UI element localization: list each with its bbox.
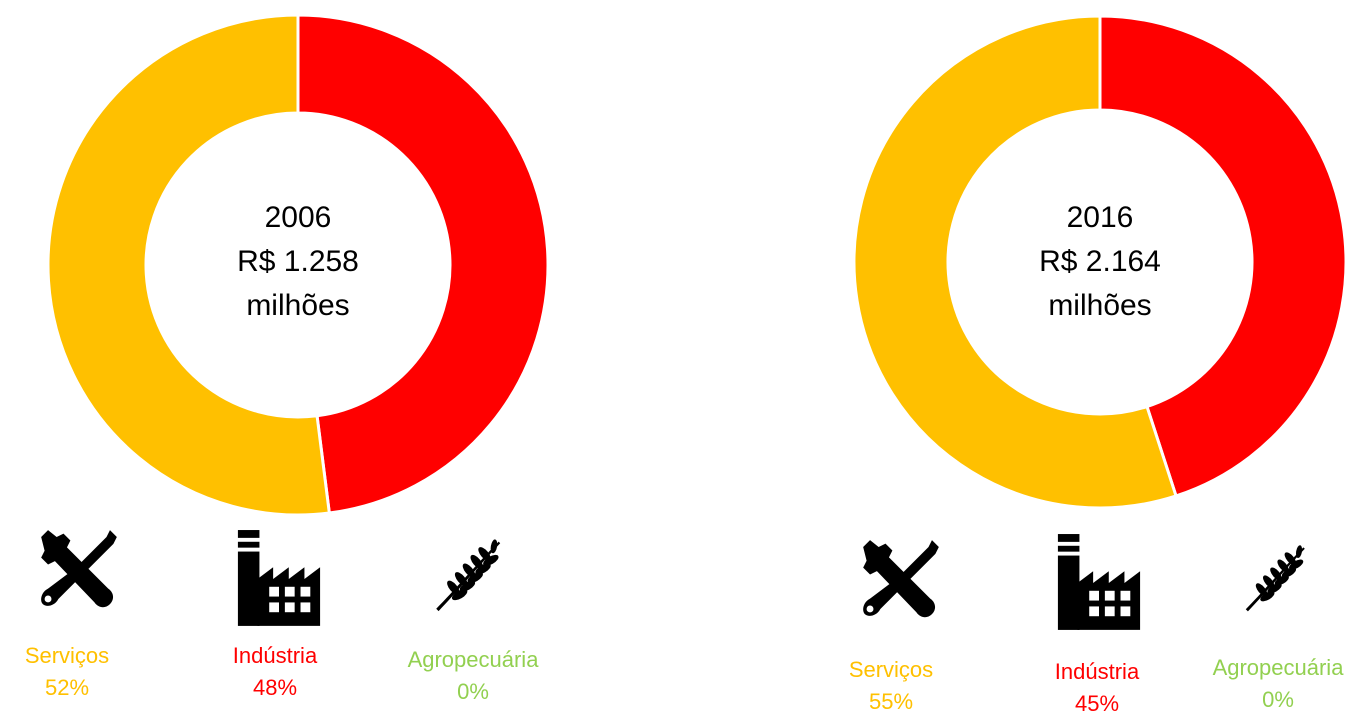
donut-panel-2006: 2006 R$ 1.258 milhões Serviços 52% Indús… bbox=[0, 0, 680, 713]
legend-agropecuaria: Agropecuária 0% bbox=[393, 644, 553, 708]
legend-servicos: Serviços 55% bbox=[826, 654, 956, 718]
center-year: 2016 bbox=[1066, 201, 1134, 234]
factory-icon bbox=[1057, 534, 1141, 630]
center-value: R$ 1.258 bbox=[237, 245, 359, 278]
legend-label: Indústria bbox=[1054, 659, 1140, 684]
legend-agropecuaria: Agropecuária 0% bbox=[1198, 652, 1358, 716]
center-year: 2006 bbox=[264, 201, 332, 234]
legend-servicos: Serviços 52% bbox=[2, 640, 132, 704]
donut-panel-2016: 2016 R$ 2.164 milhões Serviços 55% Indús… bbox=[680, 0, 1360, 716]
donut-center: 2006 R$ 1.258 milhões bbox=[198, 196, 398, 328]
center-unit: milhões bbox=[1048, 289, 1152, 322]
wheat-icon bbox=[436, 538, 501, 612]
wheat-icon bbox=[1245, 544, 1305, 612]
donut-chart bbox=[46, 13, 550, 517]
tools-icon bbox=[41, 530, 117, 608]
legend-label: Agropecuária bbox=[1212, 655, 1344, 680]
legend-industria: Indústria 48% bbox=[210, 640, 340, 704]
factory-icon bbox=[237, 530, 321, 626]
center-unit: milhões bbox=[246, 289, 350, 322]
legend-label: Serviços bbox=[24, 643, 110, 668]
donut-slice-servicos bbox=[46, 13, 332, 517]
donut-center: 2016 R$ 2.164 milhões bbox=[1000, 196, 1200, 328]
donut-chart bbox=[852, 14, 1348, 510]
legend-percent: 48% bbox=[252, 675, 298, 700]
donut-slice-industria bbox=[1098, 14, 1348, 498]
legend-percent: 45% bbox=[1074, 691, 1120, 716]
legend-label: Serviços bbox=[848, 657, 934, 682]
legend-percent: 55% bbox=[868, 689, 914, 714]
center-value: R$ 2.164 bbox=[1039, 245, 1161, 278]
donut-slice-servicos bbox=[852, 14, 1178, 510]
donut-slice-industria bbox=[296, 13, 550, 515]
legend-label: Agropecuária bbox=[407, 647, 539, 672]
legend-percent: 0% bbox=[1262, 687, 1294, 712]
tools-icon bbox=[863, 540, 939, 618]
legend-label: Indústria bbox=[232, 643, 318, 668]
legend-percent: 52% bbox=[44, 675, 90, 700]
legend-industria: Indústria 45% bbox=[1032, 656, 1162, 720]
legend-percent: 0% bbox=[457, 679, 489, 704]
